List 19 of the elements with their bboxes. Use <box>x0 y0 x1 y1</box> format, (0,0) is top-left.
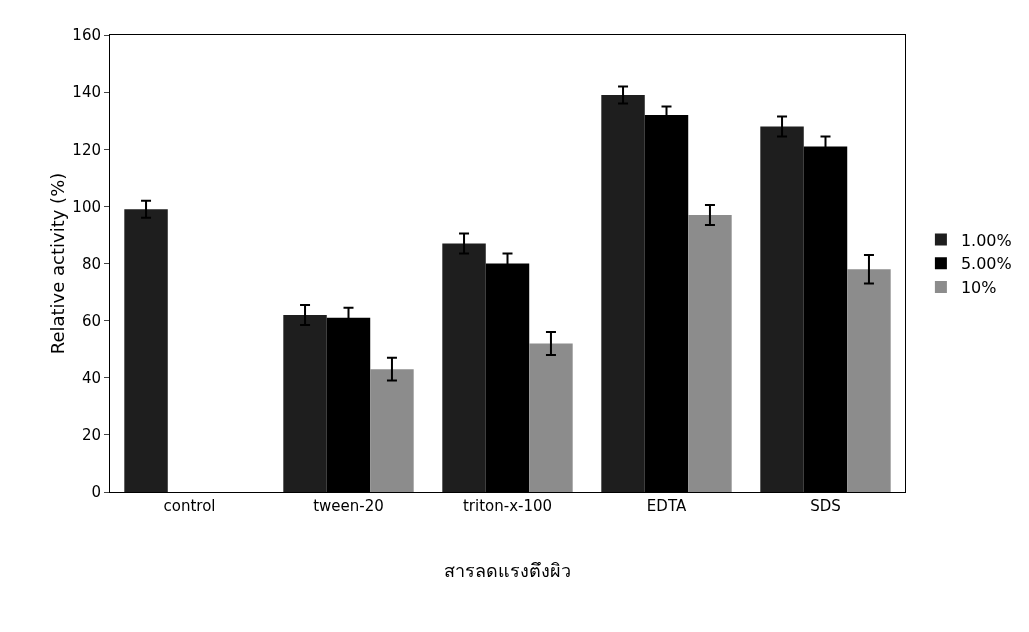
legend-label: 5.00% <box>960 254 1012 274</box>
y-tick-label: 40 <box>81 369 101 387</box>
y-tick-label: 120 <box>72 140 101 159</box>
y-tick-label: 60 <box>81 311 101 330</box>
y-axis-title: Relative activity (%) <box>47 172 68 355</box>
x-tick-label: tween-20 <box>313 497 384 515</box>
legend-label: 10% <box>960 278 997 298</box>
y-tick-label: 160 <box>72 26 101 45</box>
x-tick-label: triton-x-100 <box>462 497 553 515</box>
x-tick-label: EDTA <box>646 497 687 515</box>
y-tick-label: 140 <box>72 83 101 102</box>
legend-label: 1.00% <box>960 230 1012 250</box>
x-tick-label: control <box>163 497 216 515</box>
y-tick-label: 20 <box>81 426 101 445</box>
y-tick-label: 0 <box>91 483 101 502</box>
y-tick-label: 100 <box>72 197 101 216</box>
x-tick-label: SDS <box>810 497 841 515</box>
y-tick-label: 80 <box>81 254 101 273</box>
x-axis-title: สารลดแรงตึงผิว <box>444 560 571 582</box>
